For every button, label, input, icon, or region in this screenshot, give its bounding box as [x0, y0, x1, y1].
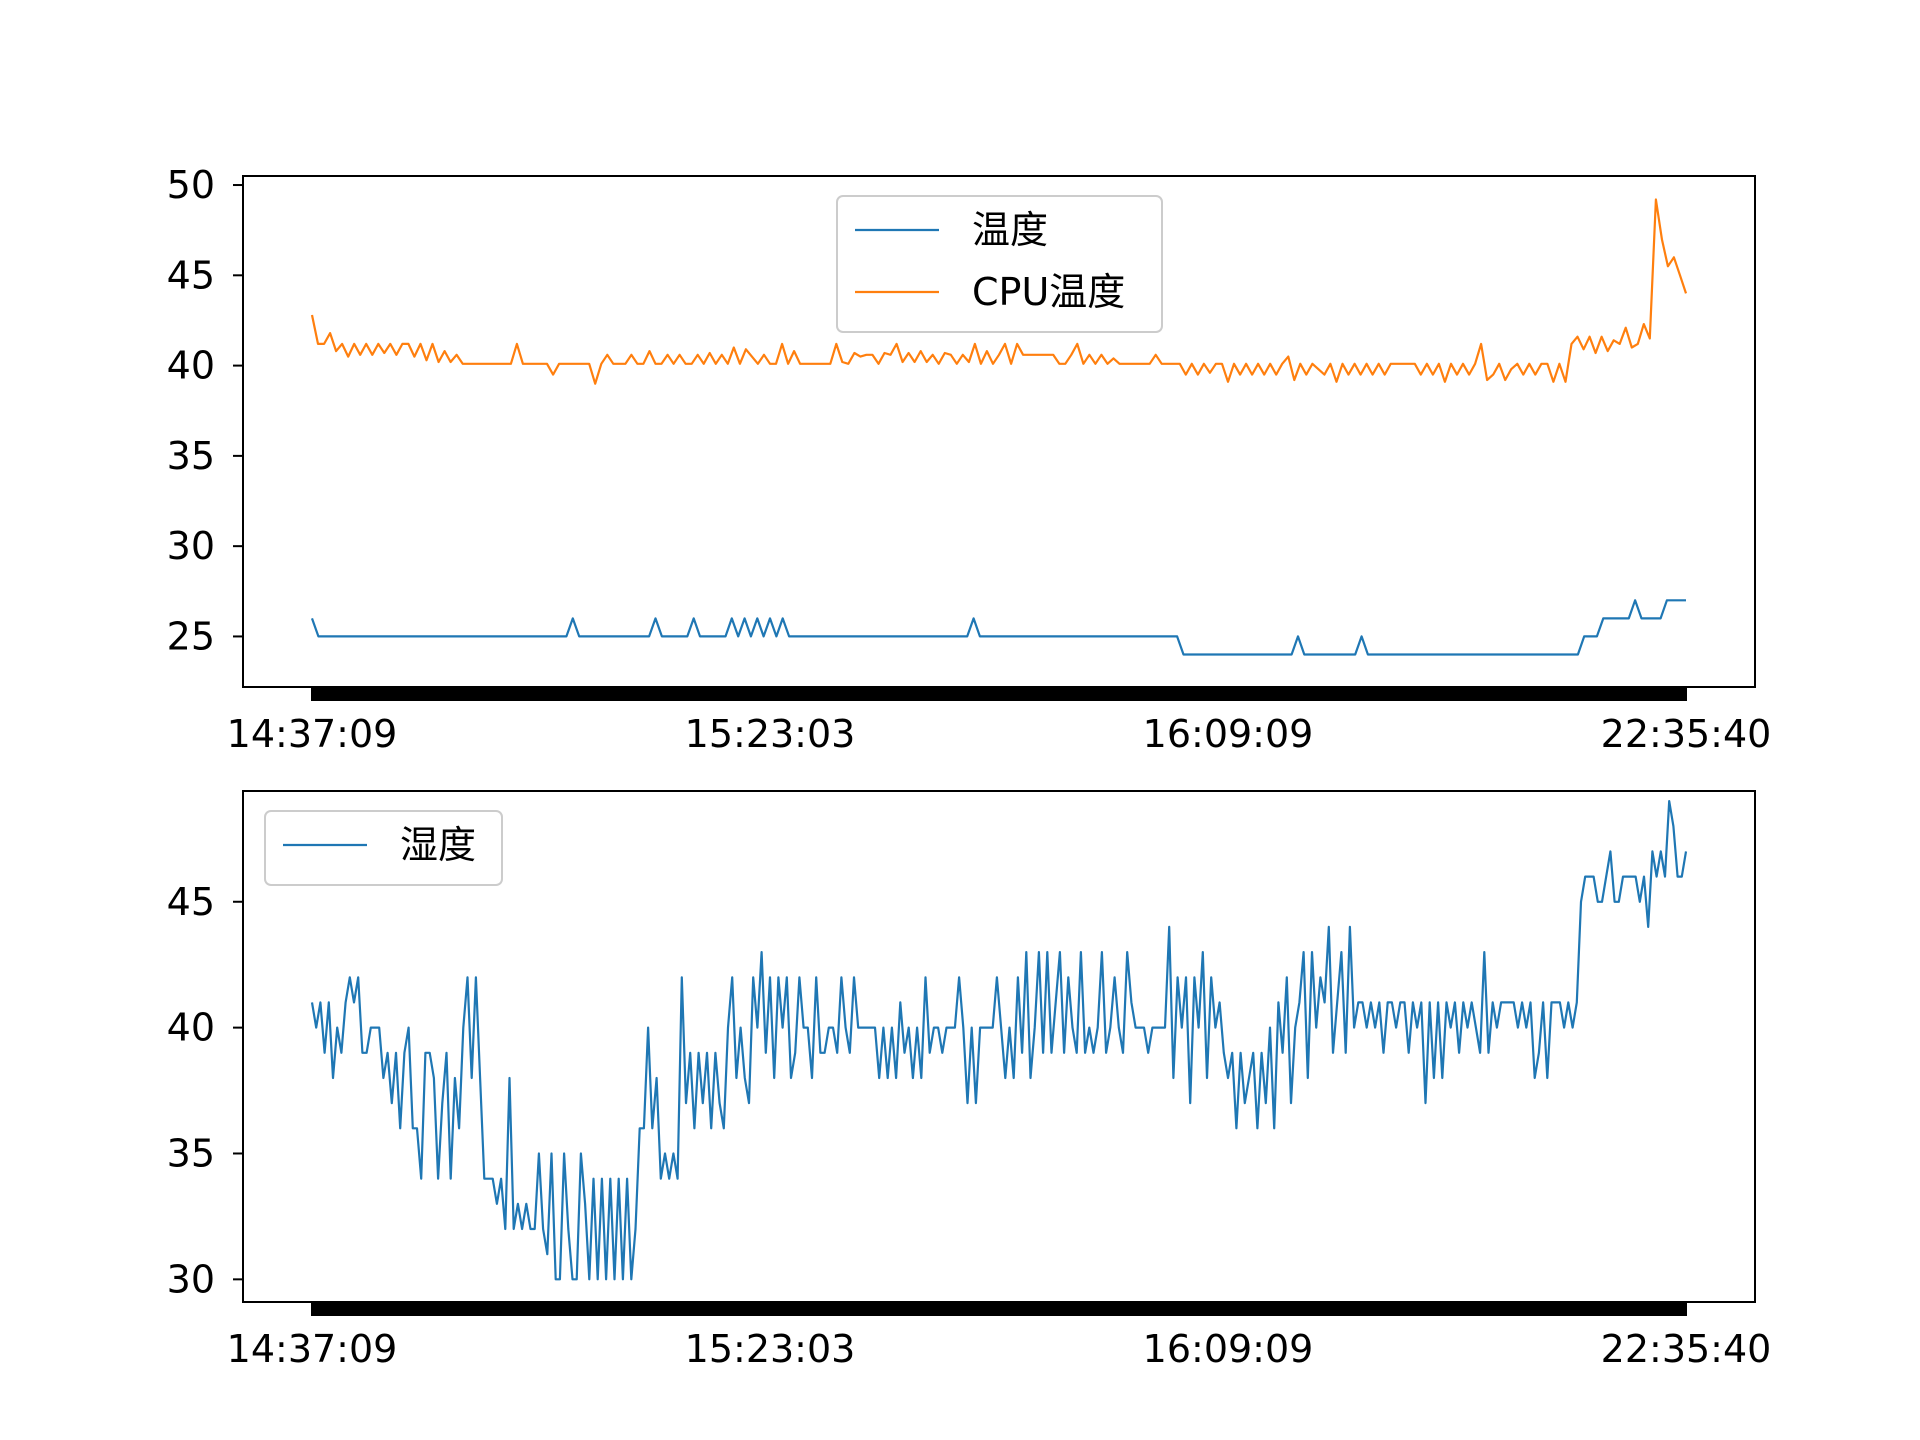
x-tick-label: 16:09:09	[1143, 712, 1314, 756]
x-tick-label: 15:23:03	[685, 1327, 856, 1371]
y-tick-label: 50	[167, 163, 215, 207]
x-tick-label: 15:23:03	[685, 712, 856, 756]
legend-label: 温度	[972, 208, 1048, 252]
y-tick-label: 35	[167, 1131, 215, 1175]
axes-frame	[242, 175, 1756, 688]
series-line-0	[310, 799, 1688, 1281]
y-tick-label: 45	[167, 253, 215, 297]
chart-humidity: 30 35 40 45 14:37:09 15:23:03 16:09:09 22:35:40…	[167, 790, 1772, 1371]
x-tick-marks	[311, 1302, 1687, 1316]
y-tick-label: 40	[167, 344, 215, 388]
x-tick-label: 14:37:09	[227, 712, 398, 756]
x-tick-marks	[311, 687, 1687, 701]
legend-label: 湿度	[400, 823, 476, 867]
y-tick-label: 40	[167, 1006, 215, 1050]
x-tick-label: 14:37:09	[227, 1327, 398, 1371]
chart-temperature: 25 30 35 40 45 50 14:37:09 15:23:03 16:09:09 22:3…	[167, 163, 1772, 756]
x-tick-label: 16:09:09	[1143, 1327, 1314, 1371]
y-tick-label: 30	[167, 1257, 215, 1301]
legend-box	[264, 810, 503, 886]
y-tick-label: 30	[167, 524, 215, 568]
y-tick-label: 45	[167, 880, 215, 924]
x-tick-label: 22:35:40	[1601, 1327, 1772, 1371]
legend-label: CPU温度	[972, 270, 1125, 314]
series-line-0	[310, 599, 1686, 656]
series-line-1	[310, 198, 1688, 385]
x-tick-label: 22:35:40	[1601, 712, 1772, 756]
axes-frame	[242, 790, 1756, 1303]
y-tick-label: 35	[167, 434, 215, 478]
y-tick-label: 25	[167, 614, 215, 658]
